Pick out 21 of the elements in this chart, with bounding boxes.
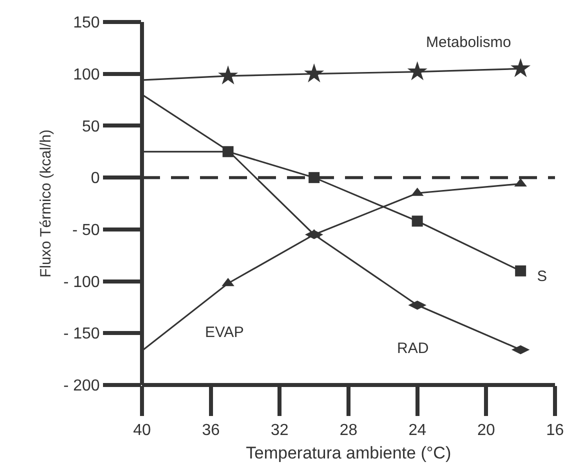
y-tick-label: - 100: [63, 274, 100, 291]
series-label: Metabolismo: [426, 34, 512, 51]
y-tick-label: - 150: [63, 326, 100, 343]
x-tick-label: 24: [408, 422, 426, 440]
x-tick-label: 20: [477, 422, 496, 440]
x-tick-label: 16: [546, 422, 564, 440]
series-label: RAD: [397, 340, 429, 357]
x-tick-label: 36: [202, 422, 220, 440]
y-tick-label: 50: [82, 118, 100, 136]
x-axis-title: Temperatura ambiente (°C): [246, 444, 452, 463]
y-tick-label: 150: [73, 14, 100, 32]
y-tick-label: - 200: [63, 378, 100, 395]
x-tick-label: 32: [270, 422, 289, 440]
y-tick-label: - 50: [72, 222, 100, 240]
y-tick-label: 0: [90, 170, 100, 188]
y-axis-title: Fluxo Térmico (kcal/h): [38, 129, 55, 278]
y-tick-label: 100: [73, 66, 100, 84]
x-tick-label: 28: [340, 422, 358, 440]
series-label: S: [537, 268, 548, 285]
x-tick-label: 40: [133, 422, 151, 440]
series-label: EVAP: [205, 324, 244, 341]
